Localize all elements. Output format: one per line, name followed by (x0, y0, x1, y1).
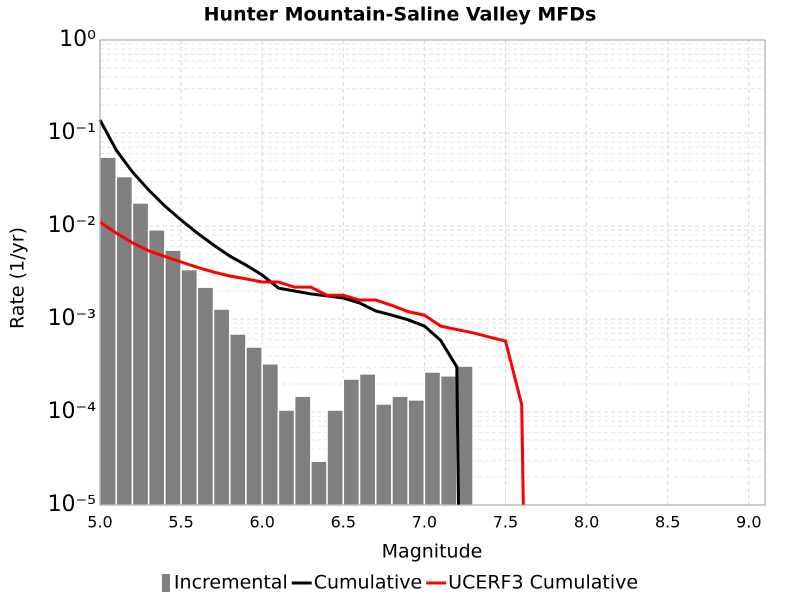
y-tick-label: 10⁰ (59, 27, 96, 52)
bar (196, 286, 215, 506)
x-axis-label: Magnitude (382, 541, 483, 563)
y-tick-label: 10⁻¹ (48, 120, 96, 145)
bar (229, 333, 247, 506)
bar (439, 375, 458, 506)
x-tick-label: 5.0 (87, 513, 112, 532)
line (99, 220, 525, 506)
x-tick-label: 8.5 (655, 513, 680, 532)
legend: Incremental Cumulative UCERF3 Cumulative (161, 572, 638, 594)
x-tick-label: 8.0 (574, 513, 599, 532)
legend-label: Incremental (174, 572, 288, 594)
y-tick-label: 10⁻² (48, 213, 96, 238)
line (98, 119, 460, 506)
bar (326, 409, 345, 506)
x-tick-label: 6.0 (249, 513, 274, 532)
bar (277, 409, 296, 506)
y-axis-label: Rate (1/yr) (7, 227, 29, 329)
chart-title: Hunter Mountain-Saline Valley MFDs (204, 4, 597, 26)
bar (407, 399, 426, 506)
bar (310, 460, 328, 506)
bar (358, 373, 377, 506)
bar (115, 175, 134, 506)
bar (374, 403, 393, 506)
x-tick-label: 5.5 (168, 513, 193, 532)
bar (147, 229, 166, 506)
bar (391, 395, 409, 506)
bar (423, 371, 442, 506)
bar (212, 308, 231, 506)
plot-border (99, 39, 766, 506)
y-tick-label: 10⁻⁴ (48, 399, 97, 424)
y-tick-label: 10⁻⁵ (48, 492, 96, 517)
x-tick-label: 7.5 (493, 513, 518, 532)
legend-label: UCERF3 Cumulative (448, 572, 638, 594)
bar (180, 268, 199, 506)
bar (342, 378, 361, 506)
y-tick-label: 10⁻³ (48, 306, 96, 331)
bar (293, 395, 312, 506)
bar (99, 156, 117, 506)
bar (164, 249, 182, 506)
legend-swatch (161, 574, 170, 592)
bar (245, 346, 263, 506)
x-tick-label: 9.0 (736, 513, 761, 532)
x-tick-label: 6.5 (331, 513, 356, 532)
bar (261, 363, 280, 506)
x-tick-label: 7.0 (412, 513, 437, 532)
legend-label: Cumulative (314, 572, 422, 594)
